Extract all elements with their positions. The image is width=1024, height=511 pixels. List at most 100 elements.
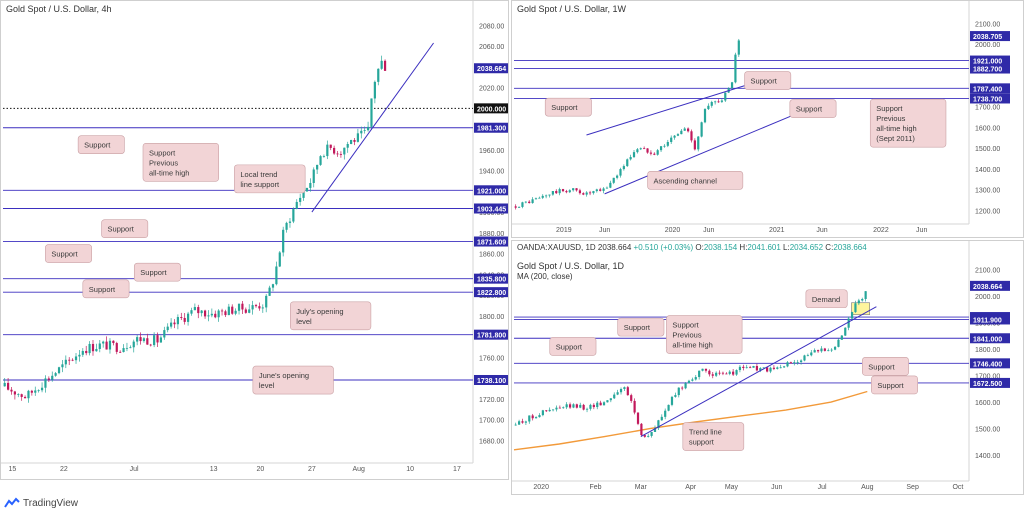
candle-body bbox=[102, 341, 105, 344]
level-price-label: 1911.900 bbox=[973, 317, 1002, 324]
candle-body bbox=[350, 140, 353, 145]
annotation-text: Support bbox=[556, 342, 583, 351]
candle-body bbox=[285, 222, 288, 230]
annotation-callout bbox=[234, 164, 306, 194]
x-tick-label: 2022 bbox=[873, 227, 889, 234]
y-tick-label: 1960.00 bbox=[479, 148, 504, 155]
candle-body bbox=[710, 102, 713, 106]
candle-body bbox=[647, 435, 650, 437]
candle-body bbox=[724, 92, 727, 101]
annotation-text: Local trend bbox=[240, 170, 277, 179]
candle-body bbox=[657, 420, 660, 429]
candle-body bbox=[254, 305, 258, 307]
annotation-text: line support bbox=[240, 180, 280, 189]
candle-body bbox=[210, 313, 213, 316]
candle-body bbox=[630, 395, 633, 401]
candle-body bbox=[643, 148, 646, 150]
annotation-text: Previous bbox=[672, 331, 701, 340]
level-price-label: 1787.400 bbox=[973, 86, 1002, 93]
level-price-label: 1672.500 bbox=[973, 381, 1002, 388]
chart-1d[interactable]: 1400.001500.001600.001700.001800.001900.… bbox=[512, 241, 1024, 495]
candle-body bbox=[142, 338, 146, 342]
chart-panel-1w[interactable]: Gold Spot / U.S. Dollar, 1W 1200.00 1300.… bbox=[511, 0, 1024, 238]
candle-body bbox=[649, 152, 653, 154]
annotation-text: Support bbox=[751, 77, 778, 86]
candle-body bbox=[555, 407, 558, 410]
chart-panel-4h[interactable]: Gold Spot / U.S. Dollar, 4h 1680.00 1700.… bbox=[0, 0, 509, 480]
low-value: 2034.652 bbox=[789, 243, 824, 252]
annotation-text: Previous bbox=[149, 158, 178, 167]
x-tick-label: 13 bbox=[210, 466, 218, 473]
y-tick-label: 1680.00 bbox=[479, 438, 504, 445]
candle-body bbox=[715, 372, 718, 376]
x-tick-label: Aug bbox=[861, 484, 874, 491]
chart-4h[interactable]: 1680.001700.001720.001740.001760.001780.… bbox=[1, 1, 509, 480]
candle-body bbox=[725, 373, 728, 375]
level-price-tag bbox=[474, 273, 508, 284]
candle-body bbox=[299, 197, 302, 202]
candle-body bbox=[64, 359, 67, 365]
x-tick-label: Jul bbox=[130, 466, 139, 473]
candle-body bbox=[840, 335, 843, 340]
candle-body bbox=[251, 305, 254, 310]
candle-body bbox=[68, 359, 71, 361]
annotation-text: Support bbox=[84, 141, 111, 150]
x-tick-label: Sep bbox=[906, 484, 919, 491]
candle-body bbox=[718, 372, 721, 374]
level-price-tag bbox=[970, 314, 1010, 325]
level-price-label: 1746.400 bbox=[973, 361, 1002, 368]
candle-body bbox=[605, 187, 609, 189]
chart-panel-1d[interactable]: OANDA:XAUUSD, 1D 2038.664 +0.510 (+0.03%… bbox=[511, 240, 1024, 495]
level-price-tag bbox=[970, 93, 1010, 104]
candle-body bbox=[149, 344, 152, 346]
candle-body bbox=[34, 390, 37, 393]
annotation-callout bbox=[647, 171, 744, 190]
candle-body bbox=[857, 300, 860, 304]
candle-body bbox=[714, 101, 717, 103]
tradingview-logo[interactable]: TradingView bbox=[4, 496, 78, 510]
y-tick-label: 1800.00 bbox=[479, 314, 504, 321]
candle-body bbox=[231, 306, 234, 314]
x-tick-label: Jul bbox=[818, 484, 827, 491]
annotation-text: all-time high bbox=[876, 124, 916, 133]
candle-body bbox=[609, 398, 612, 401]
candle-body bbox=[30, 390, 33, 393]
candle-body bbox=[51, 375, 54, 380]
candle-body bbox=[572, 188, 575, 191]
candle-body bbox=[95, 348, 98, 352]
candle-body bbox=[534, 417, 538, 419]
trend-line bbox=[640, 306, 877, 438]
annotation-text: Support bbox=[149, 148, 176, 157]
y-tick-label: 2100.00 bbox=[975, 21, 1000, 28]
candle-body bbox=[693, 140, 696, 150]
candle-body bbox=[105, 341, 108, 350]
panel-title: Gold Spot / U.S. Dollar, 1W bbox=[517, 4, 627, 14]
candle-body bbox=[728, 371, 731, 374]
candle-body bbox=[700, 122, 703, 137]
level-price-tag bbox=[474, 203, 508, 214]
candle-body bbox=[551, 191, 554, 195]
candle-body bbox=[704, 368, 708, 371]
candle-body bbox=[265, 295, 268, 308]
annotation-text: June's opening bbox=[259, 371, 309, 380]
level-price-tag bbox=[474, 63, 508, 74]
annotation-text: Support bbox=[877, 381, 904, 390]
chart-1w[interactable]: 1200.00 1300.00 1400.00 1500.00 1600.00 1700.… bbox=[512, 1, 1024, 238]
annotation-callout bbox=[101, 219, 149, 238]
level-price-label: 1738.100 bbox=[477, 378, 506, 385]
candle-body bbox=[333, 147, 336, 154]
y-tick-label: 1500.00 bbox=[975, 427, 1000, 434]
candle-body bbox=[521, 202, 524, 207]
candle-body bbox=[531, 199, 534, 204]
x-tick-label: May bbox=[725, 484, 739, 491]
level-price-tag bbox=[474, 122, 508, 133]
candle-body bbox=[562, 407, 565, 409]
candle-body bbox=[217, 310, 220, 318]
candle-body bbox=[74, 356, 78, 361]
level-price-tag bbox=[970, 377, 1010, 388]
x-tick-label: Feb bbox=[590, 484, 602, 491]
annotation-text: Previous bbox=[876, 114, 905, 123]
candle-body bbox=[261, 307, 264, 309]
candle-body bbox=[139, 337, 142, 342]
symbol-label: OANDA:XAUUSD, 1D bbox=[517, 243, 596, 252]
